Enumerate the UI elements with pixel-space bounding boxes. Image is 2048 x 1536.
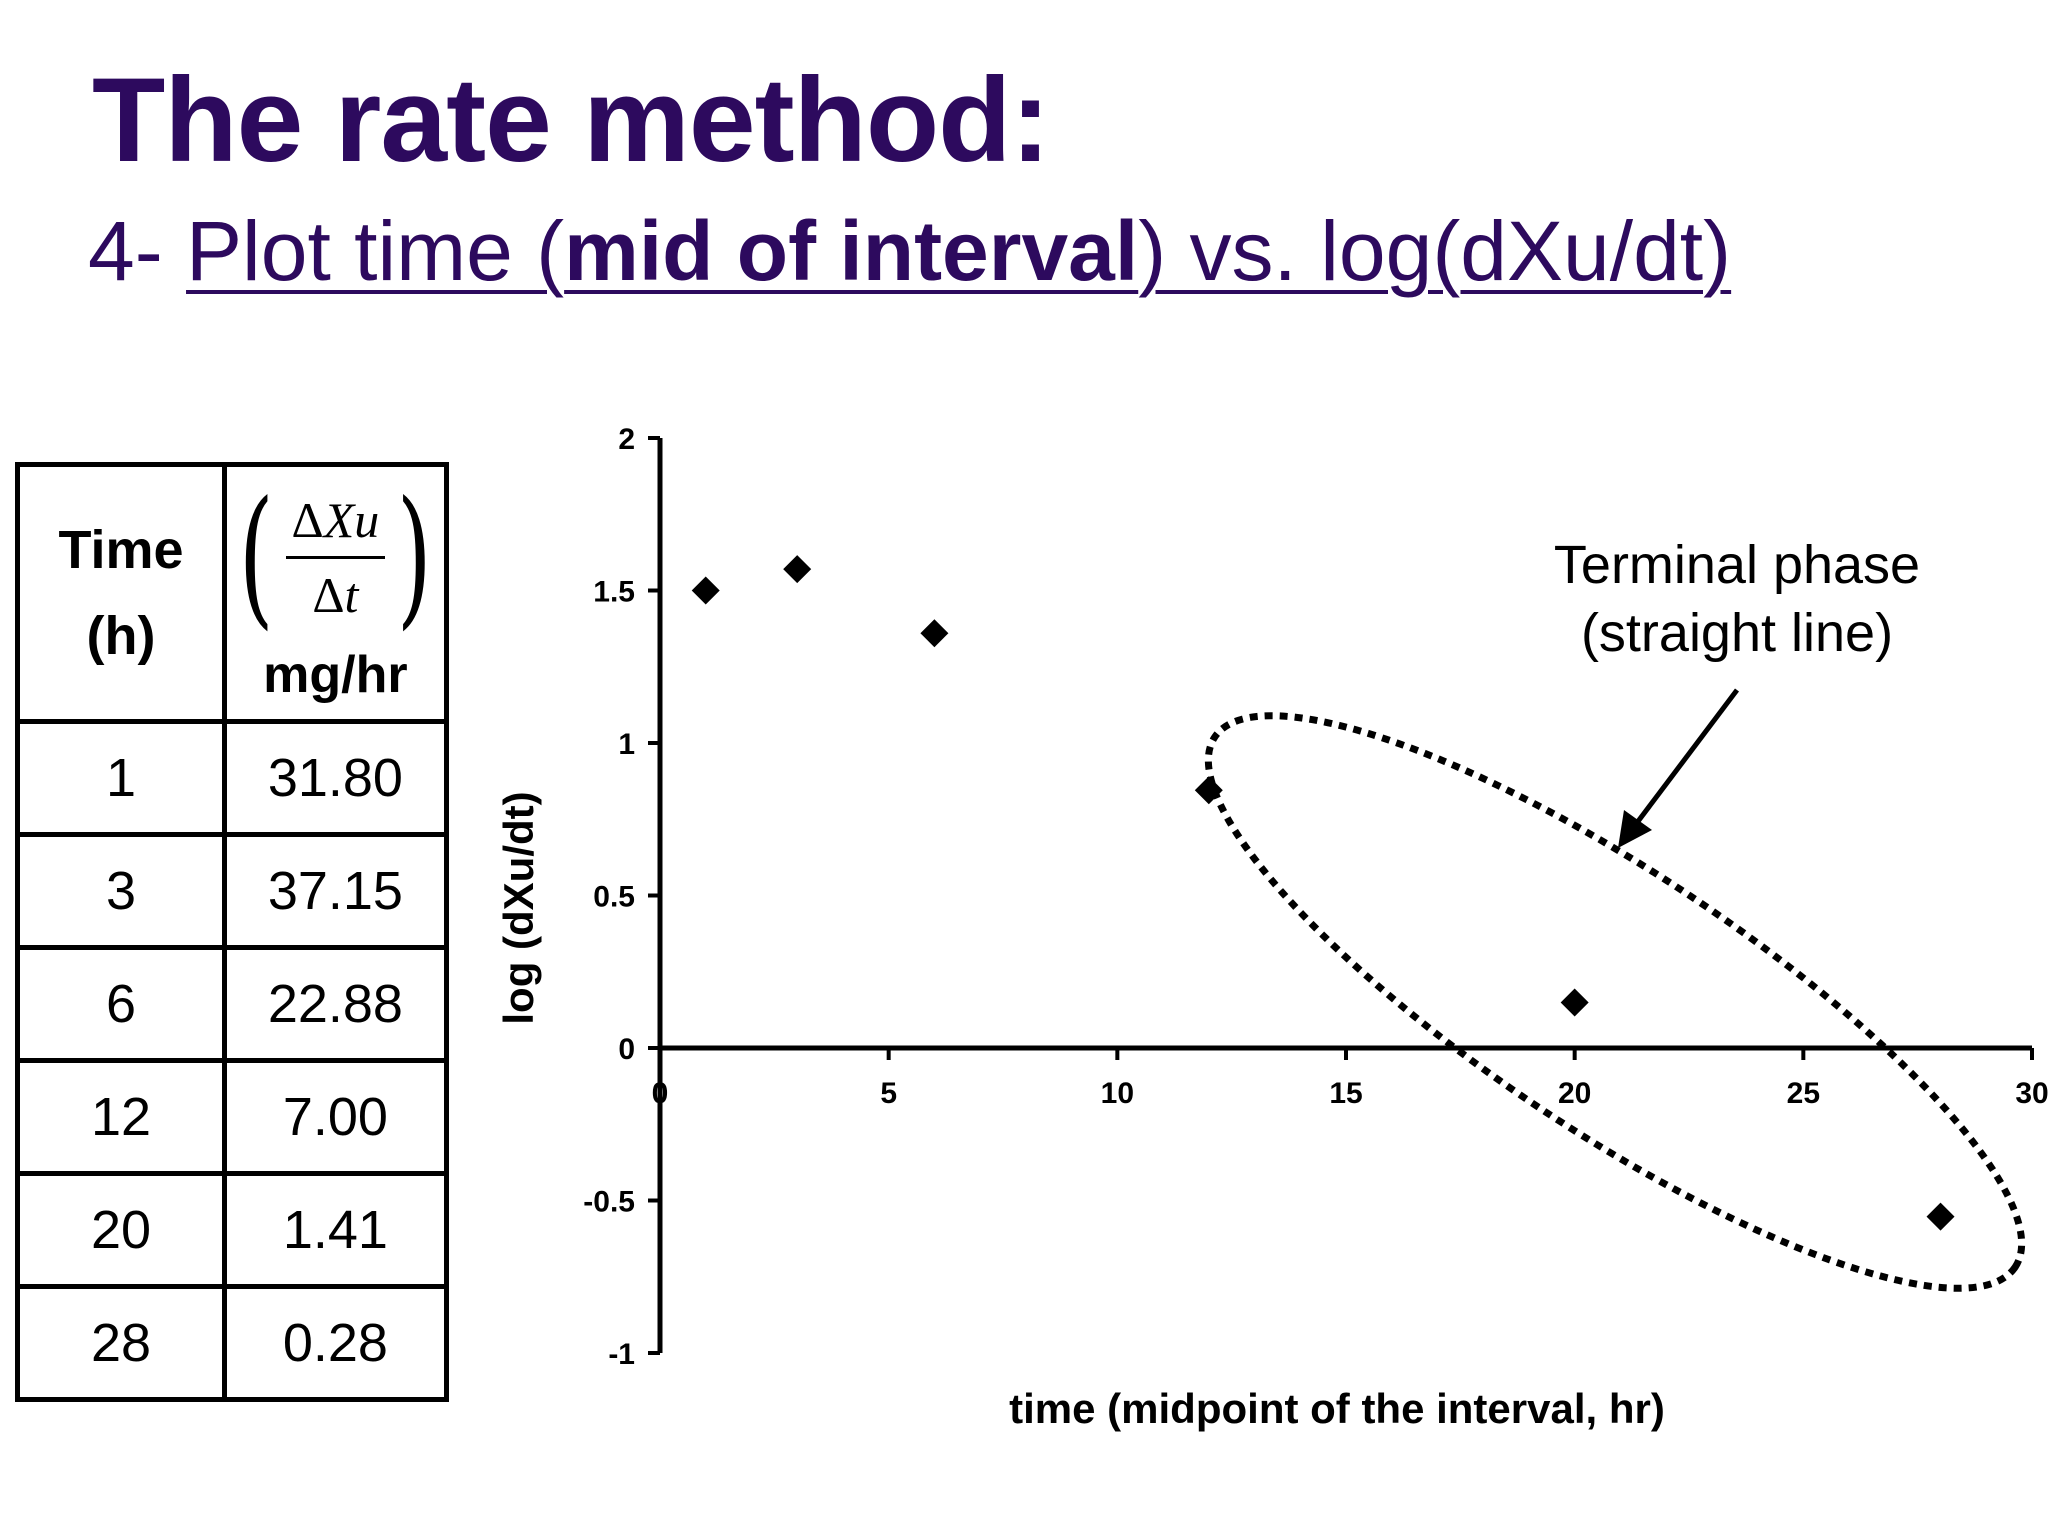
y-tick-label: -1	[608, 1338, 635, 1371]
x-tick-label: 10	[1101, 1077, 1134, 1110]
x-tick-label: 20	[1558, 1077, 1591, 1110]
rate-fraction: ( ΔXu Δt )	[227, 477, 444, 637]
subtitle-part-2: ) vs. log(dXu/dt)	[1138, 204, 1732, 298]
header-rate-unit: mg/hr	[263, 646, 408, 704]
x-tick-label: 15	[1329, 1077, 1362, 1110]
data-point	[1926, 1202, 1955, 1231]
x-axis-ticks: 051015202530	[652, 1048, 2048, 1110]
slide-subtitle: 4- Plot time (mid of interval) vs. log(d…	[88, 205, 1731, 297]
cell-time: 3	[15, 832, 227, 950]
table-row: 20 1.41	[15, 1171, 449, 1289]
table-row: 28 0.28	[15, 1284, 449, 1402]
cell-rate: 7.00	[222, 1058, 449, 1176]
table-header-row: Time (h) ( ΔXu Δt ) mg/hr	[15, 462, 449, 724]
cell-time: 1	[15, 719, 227, 837]
data-point	[1194, 776, 1223, 805]
cell-rate: 1.41	[222, 1171, 449, 1289]
data-point	[783, 555, 812, 584]
header-rate: ( ΔXu Δt ) mg/hr	[222, 462, 449, 724]
table-row: 12 7.00	[15, 1058, 449, 1176]
table-row: 6 22.88	[15, 945, 449, 1063]
table-body: 1 31.80 3 37.15 6 22.88 12 7.00 20 1.41 28 0.28	[15, 719, 449, 1402]
cell-rate: 22.88	[222, 945, 449, 1063]
cell-rate: 0.28	[222, 1284, 449, 1402]
data-point	[691, 576, 720, 605]
annotation-line2: (straight line)	[1581, 603, 1893, 663]
y-tick-label: 2	[618, 423, 635, 456]
slide-title: The rate method:	[92, 53, 1050, 187]
data-point	[920, 619, 949, 648]
annotation-arrow	[1628, 688, 1739, 834]
fraction-numerator: ΔXu	[285, 490, 386, 559]
x-tick-label: 5	[880, 1077, 897, 1110]
right-paren: )	[396, 470, 433, 644]
annotation-line1: Terminal phase	[1554, 535, 1920, 595]
header-time-line2: (h)	[86, 606, 156, 666]
den-var: t	[344, 566, 359, 623]
cell-time: 28	[15, 1284, 227, 1402]
fraction-denominator: Δt	[312, 559, 358, 625]
num-var: Xu	[323, 491, 380, 548]
subtitle-part-1: Plot time (	[186, 204, 565, 298]
subtitle-prefix: 4-	[88, 204, 187, 298]
subtitle-underlined: Plot time (mid of interval) vs. log(dXu/…	[186, 204, 1731, 298]
x-tick-label: 25	[1787, 1077, 1820, 1110]
arrow-head-icon	[1618, 810, 1652, 848]
table-row: 3 37.15	[15, 832, 449, 950]
y-axis-ticks: -1 -0.5 0 0.5 1 1.5 2	[583, 423, 660, 1371]
cell-rate: 31.80	[222, 719, 449, 837]
y-axis-title: log (dXu/dt)	[495, 791, 542, 1024]
cell-time: 12	[15, 1058, 227, 1176]
x-axis-title: time (midpoint of the interval, hr)	[1009, 1385, 1665, 1432]
cell-rate: 37.15	[222, 832, 449, 950]
header-time-line1: Time	[58, 519, 184, 580]
subtitle-bold-part: mid of interval	[564, 204, 1139, 298]
y-tick-label: 1	[618, 728, 635, 761]
data-points	[691, 555, 1955, 1231]
y-tick-label: 0	[618, 1033, 635, 1066]
num-delta: Δ	[291, 491, 324, 548]
y-tick-label: -0.5	[583, 1186, 635, 1219]
header-time: Time (h)	[15, 462, 227, 724]
x-tick-label: 30	[2015, 1077, 2048, 1110]
terminal-phase-ellipse	[1204, 712, 2026, 1292]
cell-time: 20	[15, 1171, 227, 1289]
y-tick-label: 0.5	[593, 881, 635, 914]
den-delta: Δ	[312, 566, 345, 623]
table-row: 1 31.80	[15, 719, 449, 837]
data-point	[1560, 988, 1589, 1017]
data-table: Time (h) ( ΔXu Δt ) mg/hr 1 31.80 3 37.15 6 2…	[15, 462, 449, 1402]
y-tick-label: 1.5	[593, 576, 635, 609]
cell-time: 6	[15, 945, 227, 1063]
left-paren: (	[238, 470, 274, 644]
